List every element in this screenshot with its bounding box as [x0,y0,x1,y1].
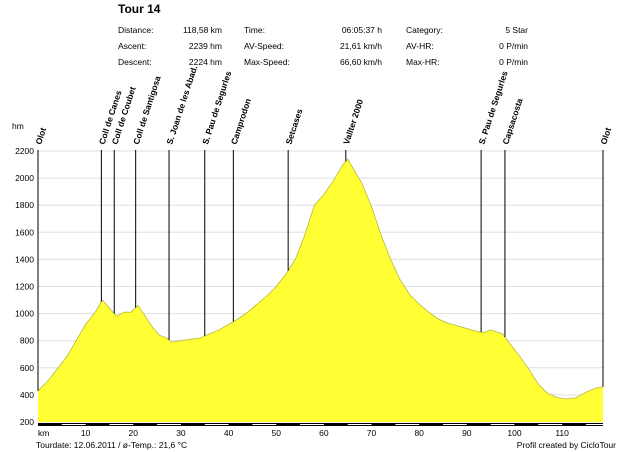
stat-label: AV-Speed: [244,41,285,51]
x-axis-segment [61,424,86,425]
x-axis-segment [204,424,229,425]
x-tick-label: 10 [81,428,91,438]
x-axis-segment [300,424,324,425]
stat-label: AV-HR: [406,41,434,51]
x-tick-label: 80 [414,428,424,438]
waypoint-label: Coll de Santigosa [131,74,163,145]
x-axis-segment [252,424,277,425]
x-tick-label: 70 [367,428,377,438]
y-tick-label: 2200 [15,146,34,156]
x-axis-segment [585,424,603,425]
y-tick-label: 1800 [15,200,34,210]
elevation-area [38,159,603,422]
stat-label: Time: [244,25,265,35]
stat-value: 2239 hm [188,41,222,51]
stat-value: 2224 hm [188,57,222,67]
x-axis-segment [443,424,467,425]
stat-label: Max-Speed: [244,57,290,67]
waypoint-label: S. Pau de Segurles [200,69,233,145]
tourdate-text: Tourdate: 12.06.2011 / ø-Temp.: 21,6 °C [36,440,188,450]
x-tick-label: 40 [224,428,234,438]
stat-value: 0 P/min [499,41,528,51]
stat-value: 0 P/min [499,57,528,67]
x-tick-label: 60 [319,428,329,438]
x-tick-label: 50 [272,428,282,438]
y-tick-label: 1200 [15,282,34,292]
waypoint-label: Camprodon [229,97,253,145]
x-tick-label: 110 [555,428,569,438]
x-tick-label: 30 [176,428,186,438]
stat-value: 5 Star [505,25,528,35]
x-axis-segment [347,424,372,425]
y-tick-label: 800 [20,336,34,346]
chart-title: Tour 14 [118,2,161,16]
stat-label: Category: [406,25,443,35]
waypoint-label: Olot [598,126,613,145]
waypoint-label: Vallter 2000 [341,98,365,146]
y-tick-label: 200 [20,417,34,427]
stat-value: 06:05:37 h [341,25,382,35]
stat-value: 66,60 km/h [339,57,382,67]
stat-label: Descent: [118,57,152,67]
waypoint-label: Capsacosta [500,97,524,146]
stat-value: 118,58 km [182,25,222,35]
credit-text: Profil created by CicloTour [516,440,616,450]
x-axis-segment [157,424,181,425]
y-tick-label: 2000 [15,173,34,183]
y-tick-label: 1600 [15,227,34,237]
stat-value: 21,61 km/h [339,41,382,51]
y-tick-label: 600 [20,363,34,373]
x-tick-label: 20 [129,428,139,438]
waypoint-label: Setcases [284,107,305,145]
stat-label: Distance: [118,25,154,35]
y-tick-label: 1000 [15,309,34,319]
waypoint-label: Olot [33,126,48,145]
stat-label: Ascent: [118,41,147,51]
x-axis-segment [109,424,134,425]
x-tick-label: 100 [507,428,521,438]
x-tick-label: 90 [462,428,472,438]
x-axis-label: km [38,428,49,438]
x-axis-segment [538,424,563,425]
y-axis-label: hm [12,121,24,131]
x-axis-segment [395,424,420,425]
stat-label: Max-HR: [406,57,440,67]
y-tick-label: 400 [20,390,34,400]
x-axis-segment [490,424,515,425]
y-tick-label: 1400 [15,254,34,264]
waypoint-label: S. Joan de les Abad. [164,64,199,145]
